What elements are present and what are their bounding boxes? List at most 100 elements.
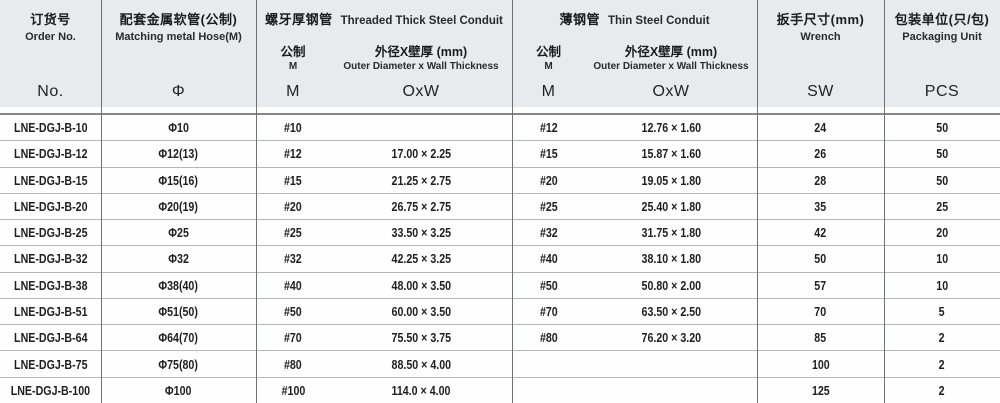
header-thick-metric-cn: 公制 xyxy=(280,44,306,59)
cell-thin-oxw: 31.75 × 1.80 xyxy=(641,225,701,241)
column-divider xyxy=(512,0,513,403)
header-thin-title-en: Thin Steel Conduit xyxy=(607,15,710,27)
cell-thin-oxw: 76.20 × 3.20 xyxy=(641,330,701,346)
cell-hose-diameter: Φ75(80) xyxy=(158,356,199,372)
cell-thick-oxw: 75.50 × 3.75 xyxy=(391,330,451,346)
cell-wrench-sw: 42 xyxy=(814,225,827,241)
header-thick-title-cn: 螺牙厚钢管 xyxy=(265,12,333,27)
header-hose-titles: 配套金属软管(公制) Matching metal Hose(M) xyxy=(115,9,242,43)
header-thin-metric-en: M xyxy=(544,60,553,72)
cell-order-no: LNE-DGJ-B-38 xyxy=(13,277,88,293)
cell-thin-oxw xyxy=(585,351,757,376)
cell-thick-metric: #100 xyxy=(281,382,305,398)
cell-thin-oxw: 63.50 × 2.50 xyxy=(641,303,701,319)
table-row: LNE-DGJ-B-100 Φ100 #100 114.0 × 4.00 125… xyxy=(0,377,1000,403)
column-divider xyxy=(757,0,758,403)
cell-packaging-pcs: 2 xyxy=(939,382,945,398)
cell-wrench-sw: 28 xyxy=(814,172,827,188)
cell-thin-metric: #20 xyxy=(539,172,558,188)
column-divider xyxy=(884,0,885,403)
table-row: LNE-DGJ-B-25 Φ25 #25 33.50 × 3.25 #32 31… xyxy=(0,220,1000,247)
cell-order-no: LNE-DGJ-B-15 xyxy=(13,172,88,188)
cell-thin-metric: #40 xyxy=(539,251,558,267)
cell-thin-metric: #25 xyxy=(539,198,558,214)
header-thick-subcolumns: 公制 M 外径X壁厚 (mm) Outer Diameter x Wall Th… xyxy=(256,41,512,72)
cell-wrench-sw: 26 xyxy=(814,146,827,162)
cell-thick-metric: #10 xyxy=(284,120,302,136)
cell-order-no: LNE-DGJ-B-51 xyxy=(13,303,88,319)
cell-order-no: LNE-DGJ-B-32 xyxy=(13,251,88,267)
cell-packaging-pcs: 2 xyxy=(939,330,945,346)
cell-order-no: LNE-DGJ-B-64 xyxy=(13,330,88,346)
table-row: LNE-DGJ-B-64 Φ64(70) #70 75.50 × 3.75 #8… xyxy=(0,325,1000,352)
cell-packaging-pcs: 25 xyxy=(936,198,948,214)
table-header: 订货号 Order No. No. 配套金属软管(公制) Matching me… xyxy=(0,0,1000,107)
cell-packaging-pcs: 50 xyxy=(936,120,948,136)
header-thin-size: 外径X壁厚 (mm) Outer Diameter x Wall Thickne… xyxy=(585,41,757,72)
header-gap xyxy=(0,107,1000,113)
table-row: LNE-DGJ-B-51 Φ51(50) #50 60.00 × 3.50 #7… xyxy=(0,298,1000,326)
cell-wrench-sw: 50 xyxy=(814,251,827,267)
cell-thin-metric: #50 xyxy=(539,277,558,293)
header-order-symbol: No. xyxy=(37,83,64,100)
cell-thick-metric: #70 xyxy=(284,330,302,346)
header-thin-symbols: M OxW xyxy=(512,83,757,101)
cell-thick-oxw: 42.25 × 3.25 xyxy=(391,251,451,267)
header-thick-symbols: M OxW xyxy=(256,83,512,101)
header-thin-size-symbol: OxW xyxy=(652,83,690,100)
cell-thin-oxw xyxy=(585,378,757,403)
header-hose-symbol: Φ xyxy=(171,83,186,100)
header-thick-metric: 公制 M xyxy=(256,41,330,72)
table-row: LNE-DGJ-B-12 Φ12(13) #12 17.00 × 2.25 #1… xyxy=(0,141,1000,168)
table-row: LNE-DGJ-B-38 Φ38(40) #40 48.00 × 3.50 #5… xyxy=(0,272,1000,299)
cell-packaging-pcs: 5 xyxy=(939,303,945,319)
header-packaging-cn: 包装单位(只/包) xyxy=(894,12,990,27)
cell-thin-oxw: 25.40 × 1.80 xyxy=(641,198,701,214)
cell-hose-diameter: Φ38(40) xyxy=(158,277,199,293)
header-cell-packaging: 包装单位(只/包) Packaging Unit PCS xyxy=(884,0,1000,107)
table-row: LNE-DGJ-B-15 Φ15(16) #15 21.25 × 2.75 #2… xyxy=(0,167,1000,194)
header-thin-size-en: Outer Diameter x Wall Thickness xyxy=(593,60,749,72)
header-thin-title: 薄钢管 Thin Steel Conduit xyxy=(512,9,757,29)
cell-thick-oxw: 33.50 × 3.25 xyxy=(391,225,451,241)
cell-thick-metric: #20 xyxy=(284,198,302,214)
header-wrench-cn: 扳手尺寸(mm) xyxy=(776,12,865,27)
cell-thick-metric: #15 xyxy=(284,172,302,188)
header-thick-title-en: Threaded Thick Steel Conduit xyxy=(340,15,503,27)
header-thin-subcolumns: 公制 M 外径X壁厚 (mm) Outer Diameter x Wall Th… xyxy=(512,41,757,72)
header-packaging-titles: 包装单位(只/包) Packaging Unit xyxy=(895,9,990,43)
cell-hose-diameter: Φ51(50) xyxy=(158,303,199,319)
cell-thick-metric: #80 xyxy=(284,356,302,372)
cell-packaging-pcs: 50 xyxy=(936,172,948,188)
header-cell-order-no: 订货号 Order No. No. xyxy=(0,0,101,107)
cell-order-no: LNE-DGJ-B-25 xyxy=(13,225,88,241)
cell-hose-diameter: Φ15(16) xyxy=(158,172,199,188)
cell-thin-metric xyxy=(512,378,585,403)
cell-thick-oxw: 88.50 × 4.00 xyxy=(391,356,451,372)
cell-hose-diameter: Φ20(19) xyxy=(158,198,199,214)
cell-wrench-sw: 35 xyxy=(814,198,827,214)
cell-thick-oxw: 21.25 × 2.75 xyxy=(391,172,451,188)
header-thick-metric-en: M xyxy=(288,60,298,72)
cell-thick-metric: #40 xyxy=(284,277,302,293)
cell-thick-oxw: 114.0 × 4.00 xyxy=(391,382,451,398)
cell-order-no: LNE-DGJ-B-100 xyxy=(10,382,91,398)
cell-wrench-sw: 24 xyxy=(814,120,827,136)
cell-thin-oxw: 12.76 × 1.60 xyxy=(641,120,701,136)
cell-thick-metric: #25 xyxy=(284,225,302,241)
cell-hose-diameter: Φ32 xyxy=(168,251,189,267)
cell-wrench-sw: 125 xyxy=(811,382,830,398)
header-wrench-titles: 扳手尺寸(mm) Wrench xyxy=(777,9,865,43)
cell-thick-oxw: 26.75 × 2.75 xyxy=(391,198,451,214)
table-body: LNE-DGJ-B-10 Φ10 #10 #12 12.76 × 1.60 24… xyxy=(0,115,1000,403)
cell-wrench-sw: 85 xyxy=(814,330,827,346)
cell-thin-metric xyxy=(512,351,585,376)
header-thick-size: 外径X壁厚 (mm) Outer Diameter x Wall Thickne… xyxy=(330,41,512,72)
header-thin-title-cn: 薄钢管 xyxy=(559,12,600,27)
header-cell-hose: 配套金属软管(公制) Matching metal Hose(M) Φ xyxy=(101,0,256,107)
header-thin-size-cn: 外径X壁厚 (mm) xyxy=(624,44,718,59)
header-group-thick-conduit: 螺牙厚钢管 Threaded Thick Steel Conduit 公制 M 外… xyxy=(256,0,512,107)
cell-thin-metric: #70 xyxy=(539,303,558,319)
header-order-cn: 订货号 xyxy=(30,12,71,27)
